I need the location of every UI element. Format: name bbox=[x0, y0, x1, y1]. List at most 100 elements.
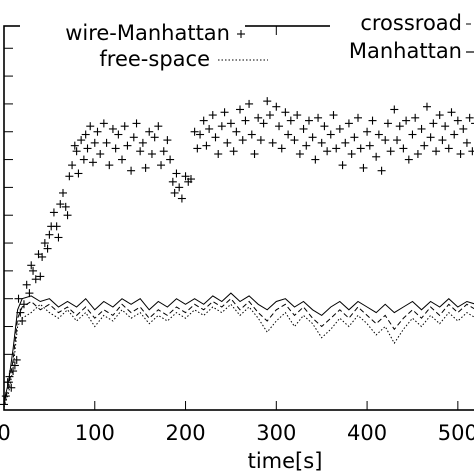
wire-manhattan-point bbox=[381, 136, 390, 145]
wire-manhattan-point bbox=[172, 169, 181, 178]
wire-manhattan-point bbox=[284, 130, 293, 139]
wire-manhattan-point bbox=[399, 144, 408, 153]
wire-manhattan-point bbox=[281, 108, 290, 117]
wire-manhattan-point bbox=[404, 155, 413, 164]
wire-manhattan-point bbox=[354, 113, 362, 122]
wire-manhattan-point bbox=[193, 144, 202, 153]
wire-manhattan-point bbox=[157, 161, 166, 170]
wire-manhattan-point bbox=[420, 141, 429, 150]
wire-manhattan-point bbox=[81, 130, 90, 139]
wire-manhattan-point bbox=[159, 147, 168, 156]
wire-manhattan-point bbox=[120, 122, 129, 131]
wire-manhattan-point bbox=[127, 166, 136, 175]
wire-manhattan-point bbox=[335, 124, 344, 133]
wire-manhattan-point bbox=[190, 127, 199, 136]
wire-manhattan-point bbox=[286, 116, 295, 125]
wire-manhattan-point bbox=[141, 163, 150, 172]
wire-manhattan-point bbox=[290, 136, 299, 145]
wire-manhattan-point bbox=[63, 211, 72, 220]
wire-manhattan-point bbox=[163, 136, 172, 145]
wire-manhattan-point bbox=[390, 105, 399, 114]
wire-manhattan-point bbox=[332, 144, 341, 153]
wire-manhattan-point bbox=[247, 130, 256, 139]
wire-manhattan-point bbox=[456, 150, 465, 158]
legend-background bbox=[20, 18, 245, 70]
wire-manhattan-point bbox=[302, 141, 311, 150]
wire-manhattan-point bbox=[70, 141, 79, 150]
wire-manhattan-point bbox=[347, 150, 356, 158]
wire-manhattan-point bbox=[208, 111, 217, 120]
wire-manhattan-point bbox=[79, 155, 88, 164]
plot-area bbox=[0, 97, 474, 409]
wire-manhattan-point bbox=[356, 144, 365, 153]
legend-label-crossroad: crossroad bbox=[360, 11, 462, 35]
wire-manhattan-point bbox=[344, 119, 353, 128]
x-tick-label: 300 bbox=[256, 421, 296, 445]
series-line-crossroad bbox=[3, 297, 474, 405]
wire-manhattan-point bbox=[320, 122, 329, 131]
wire-manhattan-point bbox=[99, 119, 108, 128]
x-tick-label: 0 bbox=[0, 421, 11, 445]
wire-manhattan-point bbox=[402, 116, 411, 125]
wire-manhattan-point bbox=[138, 138, 147, 147]
wire-manhattan-point bbox=[96, 150, 105, 158]
wire-manhattan-point bbox=[383, 119, 392, 128]
wire-manhattan-point bbox=[181, 172, 190, 181]
wire-manhattan-point bbox=[211, 133, 220, 142]
wire-manhattan-point bbox=[12, 355, 21, 364]
legend-label-manhattan: Manhattan bbox=[349, 39, 462, 63]
wire-manhattan-point bbox=[111, 144, 120, 153]
wire-manhattan-point bbox=[170, 188, 179, 197]
wire-manhattan-point bbox=[102, 138, 111, 147]
wire-manhattan-point bbox=[132, 119, 141, 128]
wire-manhattan-point bbox=[411, 113, 420, 122]
wire-manhattan-point bbox=[10, 361, 19, 370]
wire-manhattan-point bbox=[393, 136, 402, 145]
wire-manhattan-point bbox=[293, 111, 302, 120]
wire-manhattan-point bbox=[265, 111, 274, 120]
wire-manhattan-point bbox=[250, 150, 259, 158]
wire-manhattan-point bbox=[54, 233, 63, 242]
wire-manhattan-point bbox=[236, 105, 244, 114]
wire-manhattan-point bbox=[323, 147, 332, 156]
wire-manhattan-point bbox=[277, 144, 286, 153]
wire-manhattan-point bbox=[36, 272, 45, 281]
wire-manhattan-point bbox=[118, 155, 126, 164]
wire-manhattan-point bbox=[29, 266, 38, 275]
y-axis bbox=[4, 47, 13, 383]
wire-manhattan-point bbox=[329, 111, 338, 120]
wire-manhattan-point bbox=[49, 208, 58, 217]
wire-manhattan-point bbox=[14, 294, 23, 303]
wire-manhattan-point bbox=[229, 147, 238, 156]
wire-manhattan-point bbox=[417, 124, 426, 133]
wire-manhattan-point bbox=[214, 150, 223, 158]
wire-manhattan-point bbox=[145, 127, 154, 136]
x-tick-label: 400 bbox=[347, 421, 387, 445]
wire-manhattan-point bbox=[317, 138, 326, 147]
wire-manhattan-point bbox=[372, 152, 381, 161]
wire-manhattan-point bbox=[438, 136, 447, 145]
legend-background bbox=[330, 8, 474, 68]
legend-label-free-space: free-space bbox=[99, 47, 210, 71]
wire-manhattan-point bbox=[453, 116, 462, 125]
wire-manhattan-point bbox=[52, 222, 61, 231]
wire-manhattan-point bbox=[245, 99, 254, 108]
wire-manhattan-point bbox=[365, 141, 374, 150]
wire-manhattan-point bbox=[432, 147, 441, 156]
wire-manhattan-point bbox=[199, 116, 208, 125]
wire-manhattan-point bbox=[177, 194, 186, 203]
wire-manhattan-point bbox=[168, 177, 177, 186]
wire-manhattan-point bbox=[40, 239, 49, 248]
wire-manhattan-point bbox=[311, 155, 320, 164]
wire-manhattan-point bbox=[147, 150, 156, 158]
wire-manhattan-point bbox=[422, 102, 431, 111]
wire-manhattan-point bbox=[38, 252, 47, 261]
wire-manhattan-point bbox=[238, 136, 247, 145]
wire-manhattan-point bbox=[444, 144, 453, 153]
wire-manhattan-point bbox=[350, 133, 359, 142]
legend: wire-Manhattan free-space crossroad Manh… bbox=[20, 8, 474, 71]
x-tick-label: 500 bbox=[438, 421, 474, 445]
wire-manhattan-point bbox=[45, 230, 54, 239]
wire-manhattan-point bbox=[196, 130, 205, 139]
wire-manhattan-point bbox=[77, 136, 86, 145]
